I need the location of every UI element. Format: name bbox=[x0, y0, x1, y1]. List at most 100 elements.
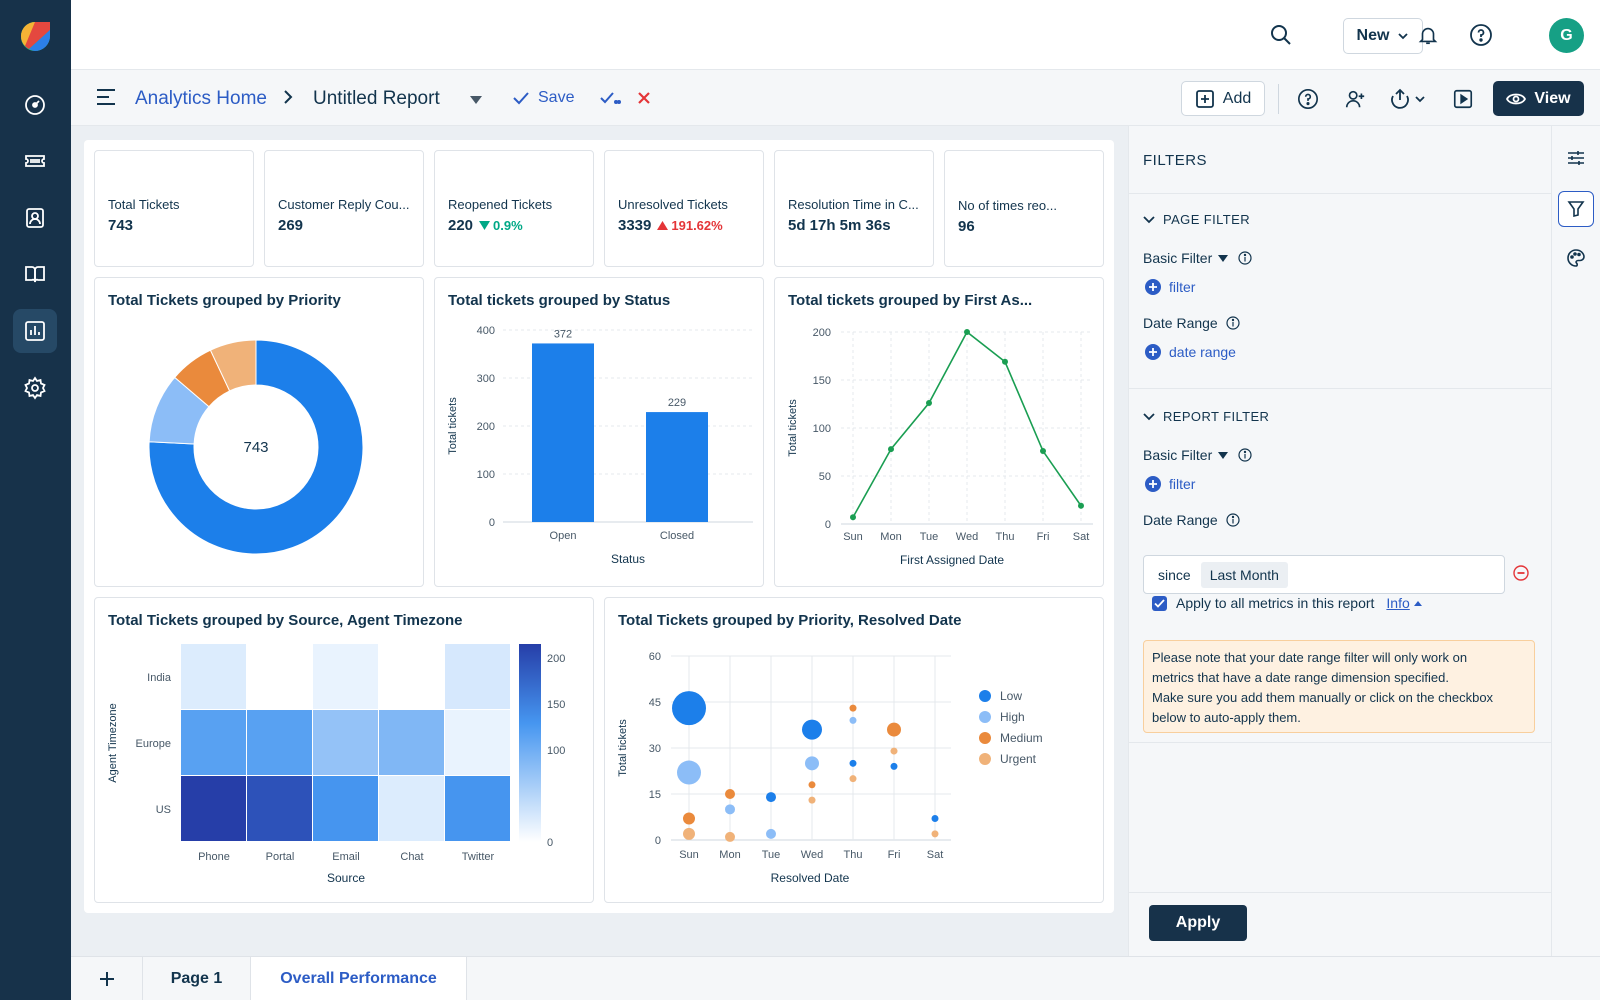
metric-card-resolution-time[interactable]: Resolution Time in C... 5d 17h 5m 36s bbox=[774, 150, 934, 267]
chart-title: Total tickets grouped by Status bbox=[448, 292, 671, 309]
apply-filters-button[interactable]: Apply bbox=[1149, 905, 1247, 941]
metric-label: Resolution Time in C... bbox=[788, 197, 919, 212]
breadcrumb-analytics-home[interactable]: Analytics Home bbox=[135, 88, 267, 109]
app-logo-icon[interactable] bbox=[17, 18, 54, 55]
chart-title: Total Tickets grouped by Source, Agent T… bbox=[108, 612, 463, 629]
date-range-chip[interactable]: Last Month bbox=[1200, 561, 1288, 588]
heatmap-cell bbox=[247, 644, 312, 709]
nav-knowledge-base-icon[interactable] bbox=[13, 252, 57, 296]
notifications-bell-icon[interactable] bbox=[1411, 18, 1445, 52]
heatmap-cell bbox=[445, 710, 510, 775]
add-filter-label: filter bbox=[1169, 279, 1196, 295]
bubble-medium bbox=[808, 781, 816, 789]
nav-contacts-icon[interactable] bbox=[13, 196, 57, 240]
filter-funnel-icon[interactable] bbox=[1558, 191, 1594, 227]
nav-tickets-icon[interactable] bbox=[13, 139, 57, 183]
chart-card-status[interactable]: Total tickets grouped by Status 0 100 200 3… bbox=[434, 277, 764, 587]
chart-title: Total Tickets grouped by Priority bbox=[108, 292, 341, 309]
search-icon[interactable] bbox=[1264, 18, 1298, 52]
menu-icon[interactable] bbox=[96, 88, 116, 111]
apply-all-metrics-checkbox[interactable]: Apply to all metrics in this report Info bbox=[1152, 595, 1422, 611]
triangle-up-icon bbox=[657, 221, 669, 230]
x-axis-title: Source bbox=[327, 871, 365, 885]
add-page-plus-icon[interactable] bbox=[71, 957, 143, 1000]
chart-card-first-assigned[interactable]: Total tickets grouped by First As... 0 50… bbox=[774, 277, 1104, 587]
metric-card-reopened-tickets[interactable]: Reopened Tickets 220 0.9% bbox=[434, 150, 594, 267]
x-tick-label: Mon bbox=[880, 531, 901, 543]
metric-card-unresolved-tickets[interactable]: Unresolved Tickets 3339 191.62% bbox=[604, 150, 764, 267]
bubble-medium bbox=[725, 789, 735, 799]
report-basic-filter-dropdown[interactable]: Basic Filter bbox=[1143, 447, 1252, 463]
colorbar-tick-label: 200 bbox=[547, 653, 565, 665]
bubble-urgent bbox=[683, 827, 695, 840]
y-tick-label: India bbox=[147, 672, 172, 684]
bubble-urgent bbox=[808, 796, 816, 804]
present-icon[interactable] bbox=[1449, 85, 1477, 113]
bubble-medium bbox=[849, 704, 857, 712]
close-icon[interactable] bbox=[637, 91, 651, 110]
donut-slice-urgent bbox=[209, 339, 257, 392]
info-icon[interactable] bbox=[1238, 448, 1252, 462]
scatter-chart: 0 15 30 45 60 Sun Mon Tue Wed Thu Fri Sat Low High Med… bbox=[617, 651, 1043, 885]
caret-down-icon bbox=[1218, 451, 1229, 459]
page-filter-heading: PAGE FILTER bbox=[1163, 212, 1250, 227]
tab-overall-performance[interactable]: Overall Performance bbox=[251, 957, 467, 1000]
nav-settings-icon[interactable] bbox=[13, 366, 57, 410]
page-add-filter-link[interactable]: filter bbox=[1145, 279, 1195, 295]
info-icon[interactable] bbox=[1226, 513, 1240, 527]
view-button[interactable]: View bbox=[1493, 81, 1584, 116]
colorbar-tick-label: 150 bbox=[547, 699, 565, 711]
checkbox-checked-icon[interactable] bbox=[1152, 595, 1167, 611]
metric-card-times-reopened[interactable]: No of times reo... 96 bbox=[944, 150, 1104, 267]
heatmap-cell bbox=[181, 776, 246, 841]
x-tick-label: Sun bbox=[843, 531, 863, 543]
save-button[interactable]: Save bbox=[512, 89, 574, 107]
toolbar-divider bbox=[1278, 84, 1279, 114]
save-all-check-icon[interactable] bbox=[599, 90, 621, 111]
tab-page-1[interactable]: Page 1 bbox=[143, 957, 251, 1000]
line-point-mon bbox=[888, 446, 894, 453]
metric-card-customer-reply-count[interactable]: Customer Reply Cou... 269 bbox=[264, 150, 424, 267]
metric-value: 269 bbox=[278, 217, 304, 234]
bubble-urgent bbox=[931, 830, 939, 838]
bubble-urgent bbox=[849, 775, 857, 783]
nav-analytics-icon[interactable] bbox=[13, 309, 57, 353]
top-header: New G bbox=[71, 0, 1600, 70]
palette-icon[interactable] bbox=[1558, 240, 1594, 276]
report-filter-section-toggle[interactable]: REPORT FILTER bbox=[1143, 409, 1269, 424]
new-button[interactable]: New bbox=[1343, 18, 1423, 54]
add-widget-button[interactable]: Add bbox=[1181, 81, 1265, 116]
report-canvas: Total Tickets 743 Customer Reply Cou... … bbox=[84, 140, 1114, 913]
help-icon[interactable] bbox=[1464, 18, 1498, 52]
report-help-icon[interactable] bbox=[1294, 85, 1322, 113]
report-toolbar: Analytics Home Untitled Report Save Add … bbox=[71, 70, 1600, 126]
info-icon[interactable] bbox=[1226, 316, 1240, 330]
date-range-label: Date Range bbox=[1143, 315, 1218, 331]
date-range-field[interactable]: since Last Month bbox=[1143, 555, 1505, 594]
sliders-icon[interactable] bbox=[1558, 140, 1594, 176]
metric-label: Total Tickets bbox=[108, 197, 180, 212]
x-tick-label: Thu bbox=[996, 531, 1015, 543]
page-add-date-range-link[interactable]: date range bbox=[1145, 344, 1236, 360]
metric-card-total-tickets[interactable]: Total Tickets 743 bbox=[94, 150, 254, 267]
info-icon[interactable] bbox=[1238, 251, 1252, 265]
bar-data-label: 372 bbox=[554, 328, 572, 340]
user-avatar[interactable]: G bbox=[1549, 18, 1584, 53]
share-user-icon[interactable] bbox=[1341, 85, 1369, 113]
report-add-filter-link[interactable]: filter bbox=[1145, 476, 1195, 492]
y-tick-label: 100 bbox=[477, 469, 495, 481]
info-toggle-link[interactable]: Info bbox=[1386, 595, 1422, 611]
chart-card-resolved-date[interactable]: Total Tickets grouped by Priority, Resol… bbox=[604, 597, 1104, 903]
line-point-thu bbox=[1002, 358, 1008, 365]
remove-circle-icon[interactable] bbox=[1513, 565, 1529, 586]
chart-card-source[interactable]: Total Tickets grouped by Source, Agent T… bbox=[94, 597, 594, 903]
chart-card-priority[interactable]: Total Tickets grouped by Priority 743 bbox=[94, 277, 424, 587]
page-basic-filter-dropdown[interactable]: Basic Filter bbox=[1143, 250, 1252, 266]
export-icon[interactable] bbox=[1387, 85, 1431, 113]
y-tick-label: 300 bbox=[477, 373, 495, 385]
caret-down-icon[interactable] bbox=[469, 92, 483, 110]
heatmap-cell bbox=[247, 710, 312, 775]
report-title[interactable]: Untitled Report bbox=[313, 88, 440, 109]
nav-dashboard-icon[interactable] bbox=[13, 83, 57, 127]
page-filter-section-toggle[interactable]: PAGE FILTER bbox=[1143, 212, 1250, 227]
